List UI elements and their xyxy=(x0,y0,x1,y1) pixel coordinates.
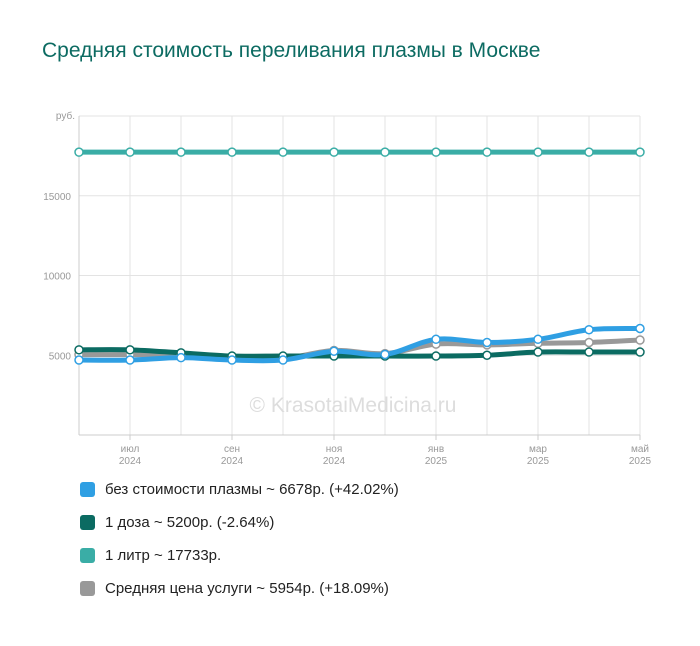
data-point xyxy=(227,147,237,157)
x-tick-label-year: 2024 xyxy=(323,456,346,467)
data-point xyxy=(635,147,645,157)
data-point xyxy=(635,323,645,334)
data-point xyxy=(584,324,594,335)
data-point xyxy=(329,346,339,357)
data-point xyxy=(431,351,441,361)
line-chart: © KrasotaiMedicina.ru руб.50001000015000… xyxy=(43,110,651,467)
y-tick-label: 5000 xyxy=(49,351,72,362)
data-point xyxy=(125,345,135,355)
x-tick-label-month: янв xyxy=(428,444,444,455)
data-point xyxy=(176,147,186,157)
y-tick-label: 15000 xyxy=(43,192,71,203)
axes: руб.50001000015000июл2024сен2024ноя2024я… xyxy=(43,110,651,467)
watermark: © KrasotaiMedicina.ru xyxy=(250,394,457,417)
legend-label: Средняя цена услуги ~ 5954р. (+18.09%) xyxy=(105,579,389,597)
x-tick-label-year: 2024 xyxy=(221,456,244,467)
x-tick-label-year: 2025 xyxy=(629,456,652,467)
data-point xyxy=(278,147,288,157)
data-point xyxy=(74,147,84,157)
data-point xyxy=(584,337,594,348)
legend-swatch xyxy=(80,547,95,563)
data-point xyxy=(584,147,594,157)
data-point xyxy=(431,334,441,345)
legend-item[interactable]: без стоимости плазмы ~ 6678р. (+42.02%) xyxy=(80,480,399,498)
legend-label: 1 доза ~ 5200р. (-2.64%) xyxy=(105,513,275,531)
legend-item[interactable]: Средняя цена услуги ~ 5954р. (+18.09%) xyxy=(80,579,399,597)
data-point xyxy=(635,335,645,345)
chart-title: Средняя стоимость переливания плазмы в М… xyxy=(42,39,541,62)
data-point xyxy=(125,355,135,365)
y-tick-label: 10000 xyxy=(43,272,71,283)
x-tick-label-year: 2025 xyxy=(425,456,448,467)
data-point xyxy=(533,147,543,157)
data-point xyxy=(380,147,390,157)
series-lines xyxy=(76,149,643,364)
data-point xyxy=(482,337,492,348)
x-tick-label-year: 2025 xyxy=(527,456,550,467)
data-point xyxy=(380,349,390,360)
data-point xyxy=(482,147,492,157)
data-point xyxy=(176,352,186,363)
data-point xyxy=(431,147,441,157)
data-point xyxy=(74,345,84,355)
series-points xyxy=(74,147,645,365)
legend-label: 1 литр ~ 17733р. xyxy=(105,546,222,564)
legend-swatch xyxy=(80,580,95,596)
data-point xyxy=(635,347,645,357)
legend-swatch xyxy=(80,481,95,497)
x-tick-label-month: ноя xyxy=(326,444,343,455)
data-point xyxy=(329,147,339,157)
grid xyxy=(78,115,641,435)
x-tick-label-month: сен xyxy=(224,444,240,455)
data-point xyxy=(125,147,135,157)
y-axis-unit-label: руб. xyxy=(56,110,75,122)
legend: без стоимости плазмы ~ 6678р. (+42.02%) 1… xyxy=(80,480,399,612)
legend-item[interactable]: 1 доза ~ 5200р. (-2.64%) xyxy=(80,513,399,531)
x-tick-label-month: май xyxy=(631,444,649,455)
legend-label: без стоимости плазмы ~ 6678р. (+42.02%) xyxy=(105,480,399,498)
x-tick-label-month: июл xyxy=(121,444,140,455)
data-point xyxy=(278,355,288,365)
data-point xyxy=(533,347,543,357)
data-point xyxy=(533,334,543,345)
data-point xyxy=(74,355,84,365)
legend-swatch xyxy=(80,514,95,530)
legend-item[interactable]: 1 литр ~ 17733р. xyxy=(80,546,399,564)
x-tick-label-year: 2024 xyxy=(119,456,142,467)
x-tick-label-month: мар xyxy=(529,444,547,455)
data-point xyxy=(482,350,492,360)
data-point xyxy=(227,355,237,365)
data-point xyxy=(584,347,594,357)
